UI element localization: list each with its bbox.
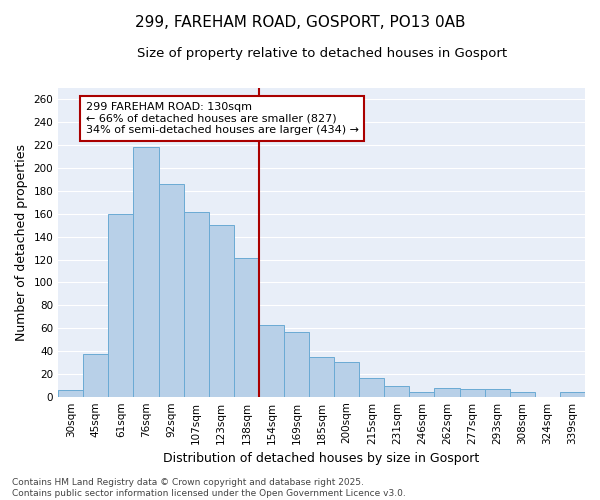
Bar: [560, 392, 585, 396]
Bar: [510, 392, 535, 396]
Bar: [485, 388, 510, 396]
Bar: [234, 258, 259, 396]
Bar: [309, 356, 334, 397]
Text: 299, FAREHAM ROAD, GOSPORT, PO13 0AB: 299, FAREHAM ROAD, GOSPORT, PO13 0AB: [135, 15, 465, 30]
Text: Contains HM Land Registry data © Crown copyright and database right 2025.
Contai: Contains HM Land Registry data © Crown c…: [12, 478, 406, 498]
Bar: [359, 378, 385, 396]
Bar: [58, 390, 83, 396]
Bar: [133, 148, 158, 396]
Bar: [259, 324, 284, 396]
Bar: [109, 214, 133, 396]
Bar: [385, 386, 409, 396]
Bar: [409, 392, 434, 396]
Title: Size of property relative to detached houses in Gosport: Size of property relative to detached ho…: [137, 48, 506, 60]
Bar: [334, 362, 359, 396]
Bar: [184, 212, 209, 396]
X-axis label: Distribution of detached houses by size in Gosport: Distribution of detached houses by size …: [163, 452, 480, 465]
Bar: [209, 225, 234, 396]
Bar: [158, 184, 184, 396]
Y-axis label: Number of detached properties: Number of detached properties: [15, 144, 28, 341]
Bar: [83, 354, 109, 397]
Text: 299 FAREHAM ROAD: 130sqm
← 66% of detached houses are smaller (827)
34% of semi-: 299 FAREHAM ROAD: 130sqm ← 66% of detach…: [86, 102, 359, 135]
Bar: [434, 388, 460, 396]
Bar: [284, 332, 309, 396]
Bar: [460, 388, 485, 396]
